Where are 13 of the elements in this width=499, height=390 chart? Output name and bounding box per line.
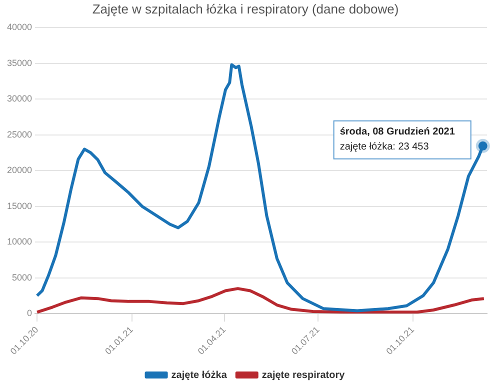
y-tick-label: 10000	[6, 236, 32, 247]
legend-label: zajęte łóżka	[171, 370, 228, 381]
legend-label: zajęte respiratory	[262, 370, 346, 381]
y-tick-label: 30000	[6, 94, 32, 104]
y-tick-label: 0	[27, 308, 32, 318]
y-tick-label: 40000	[6, 22, 32, 32]
y-tick-label: 15000	[6, 200, 32, 211]
y-tick-label: 35000	[6, 58, 32, 68]
annotation: środa, 08 Grudzień 2021 zajęte łóżka: 23 453	[340, 126, 456, 153]
chart-title: Zajęte w szpitalach łóżka i respiratory (dane dobowe)	[92, 1, 399, 16]
y-tick-label: 5000	[12, 272, 32, 282]
y-tick-label: 20000	[6, 165, 32, 176]
y-tick-label: 25000	[6, 129, 32, 140]
